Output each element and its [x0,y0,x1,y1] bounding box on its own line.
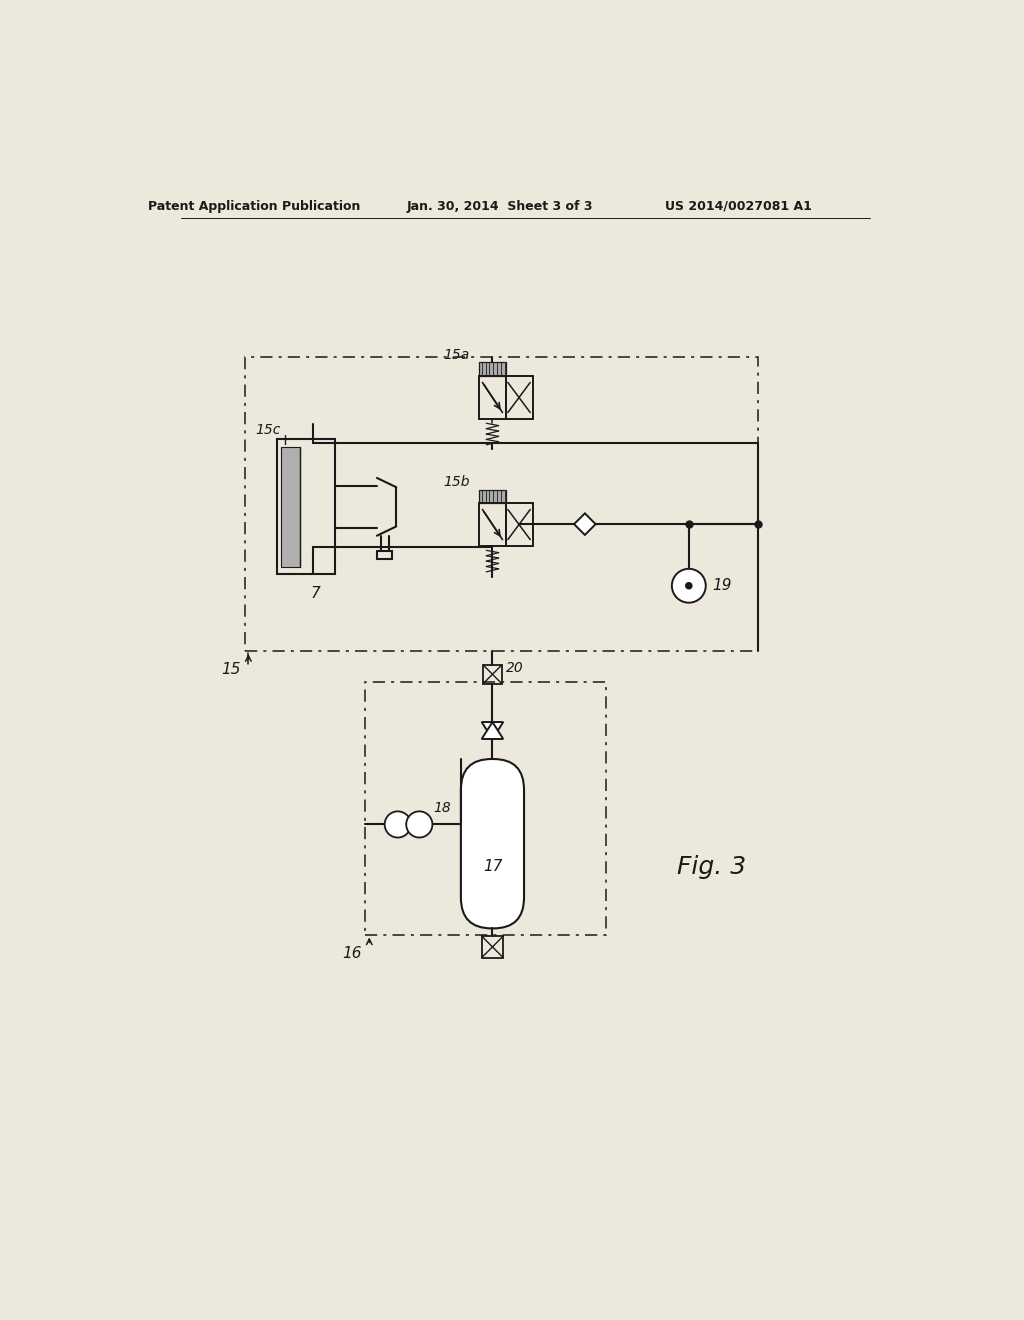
Bar [506,503,532,545]
Text: 15: 15 [221,663,241,677]
Text: 20: 20 [506,661,523,675]
Text: US 2014/0027081 A1: US 2014/0027081 A1 [666,199,812,213]
Text: 16: 16 [342,945,361,961]
Polygon shape [481,722,503,739]
Bar [276,440,335,574]
Text: 15c: 15c [255,424,281,437]
Polygon shape [574,513,596,535]
Text: Jan. 30, 2014  Sheet 3 of 3: Jan. 30, 2014 Sheet 3 of 3 [407,199,594,213]
Bar [506,376,532,418]
Text: 15a: 15a [443,347,469,362]
Bar [366,682,606,935]
Text: 7: 7 [310,586,321,601]
Circle shape [385,812,411,838]
Text: 19: 19 [712,578,731,593]
Circle shape [407,812,432,838]
Bar [479,376,506,418]
Text: Patent Application Publication: Patent Application Publication [147,199,360,213]
Text: 18: 18 [433,800,451,814]
Bar [281,447,300,566]
Bar [479,490,506,503]
FancyBboxPatch shape [461,759,524,928]
Bar [479,363,506,376]
Polygon shape [481,722,503,739]
Bar [481,936,503,958]
Circle shape [686,582,692,589]
Bar [479,503,506,545]
Bar [483,665,502,684]
Text: 17: 17 [483,859,503,874]
Text: Fig. 3: Fig. 3 [677,855,746,879]
Text: 15b: 15b [442,475,469,488]
Bar [245,358,758,651]
Circle shape [672,569,706,603]
